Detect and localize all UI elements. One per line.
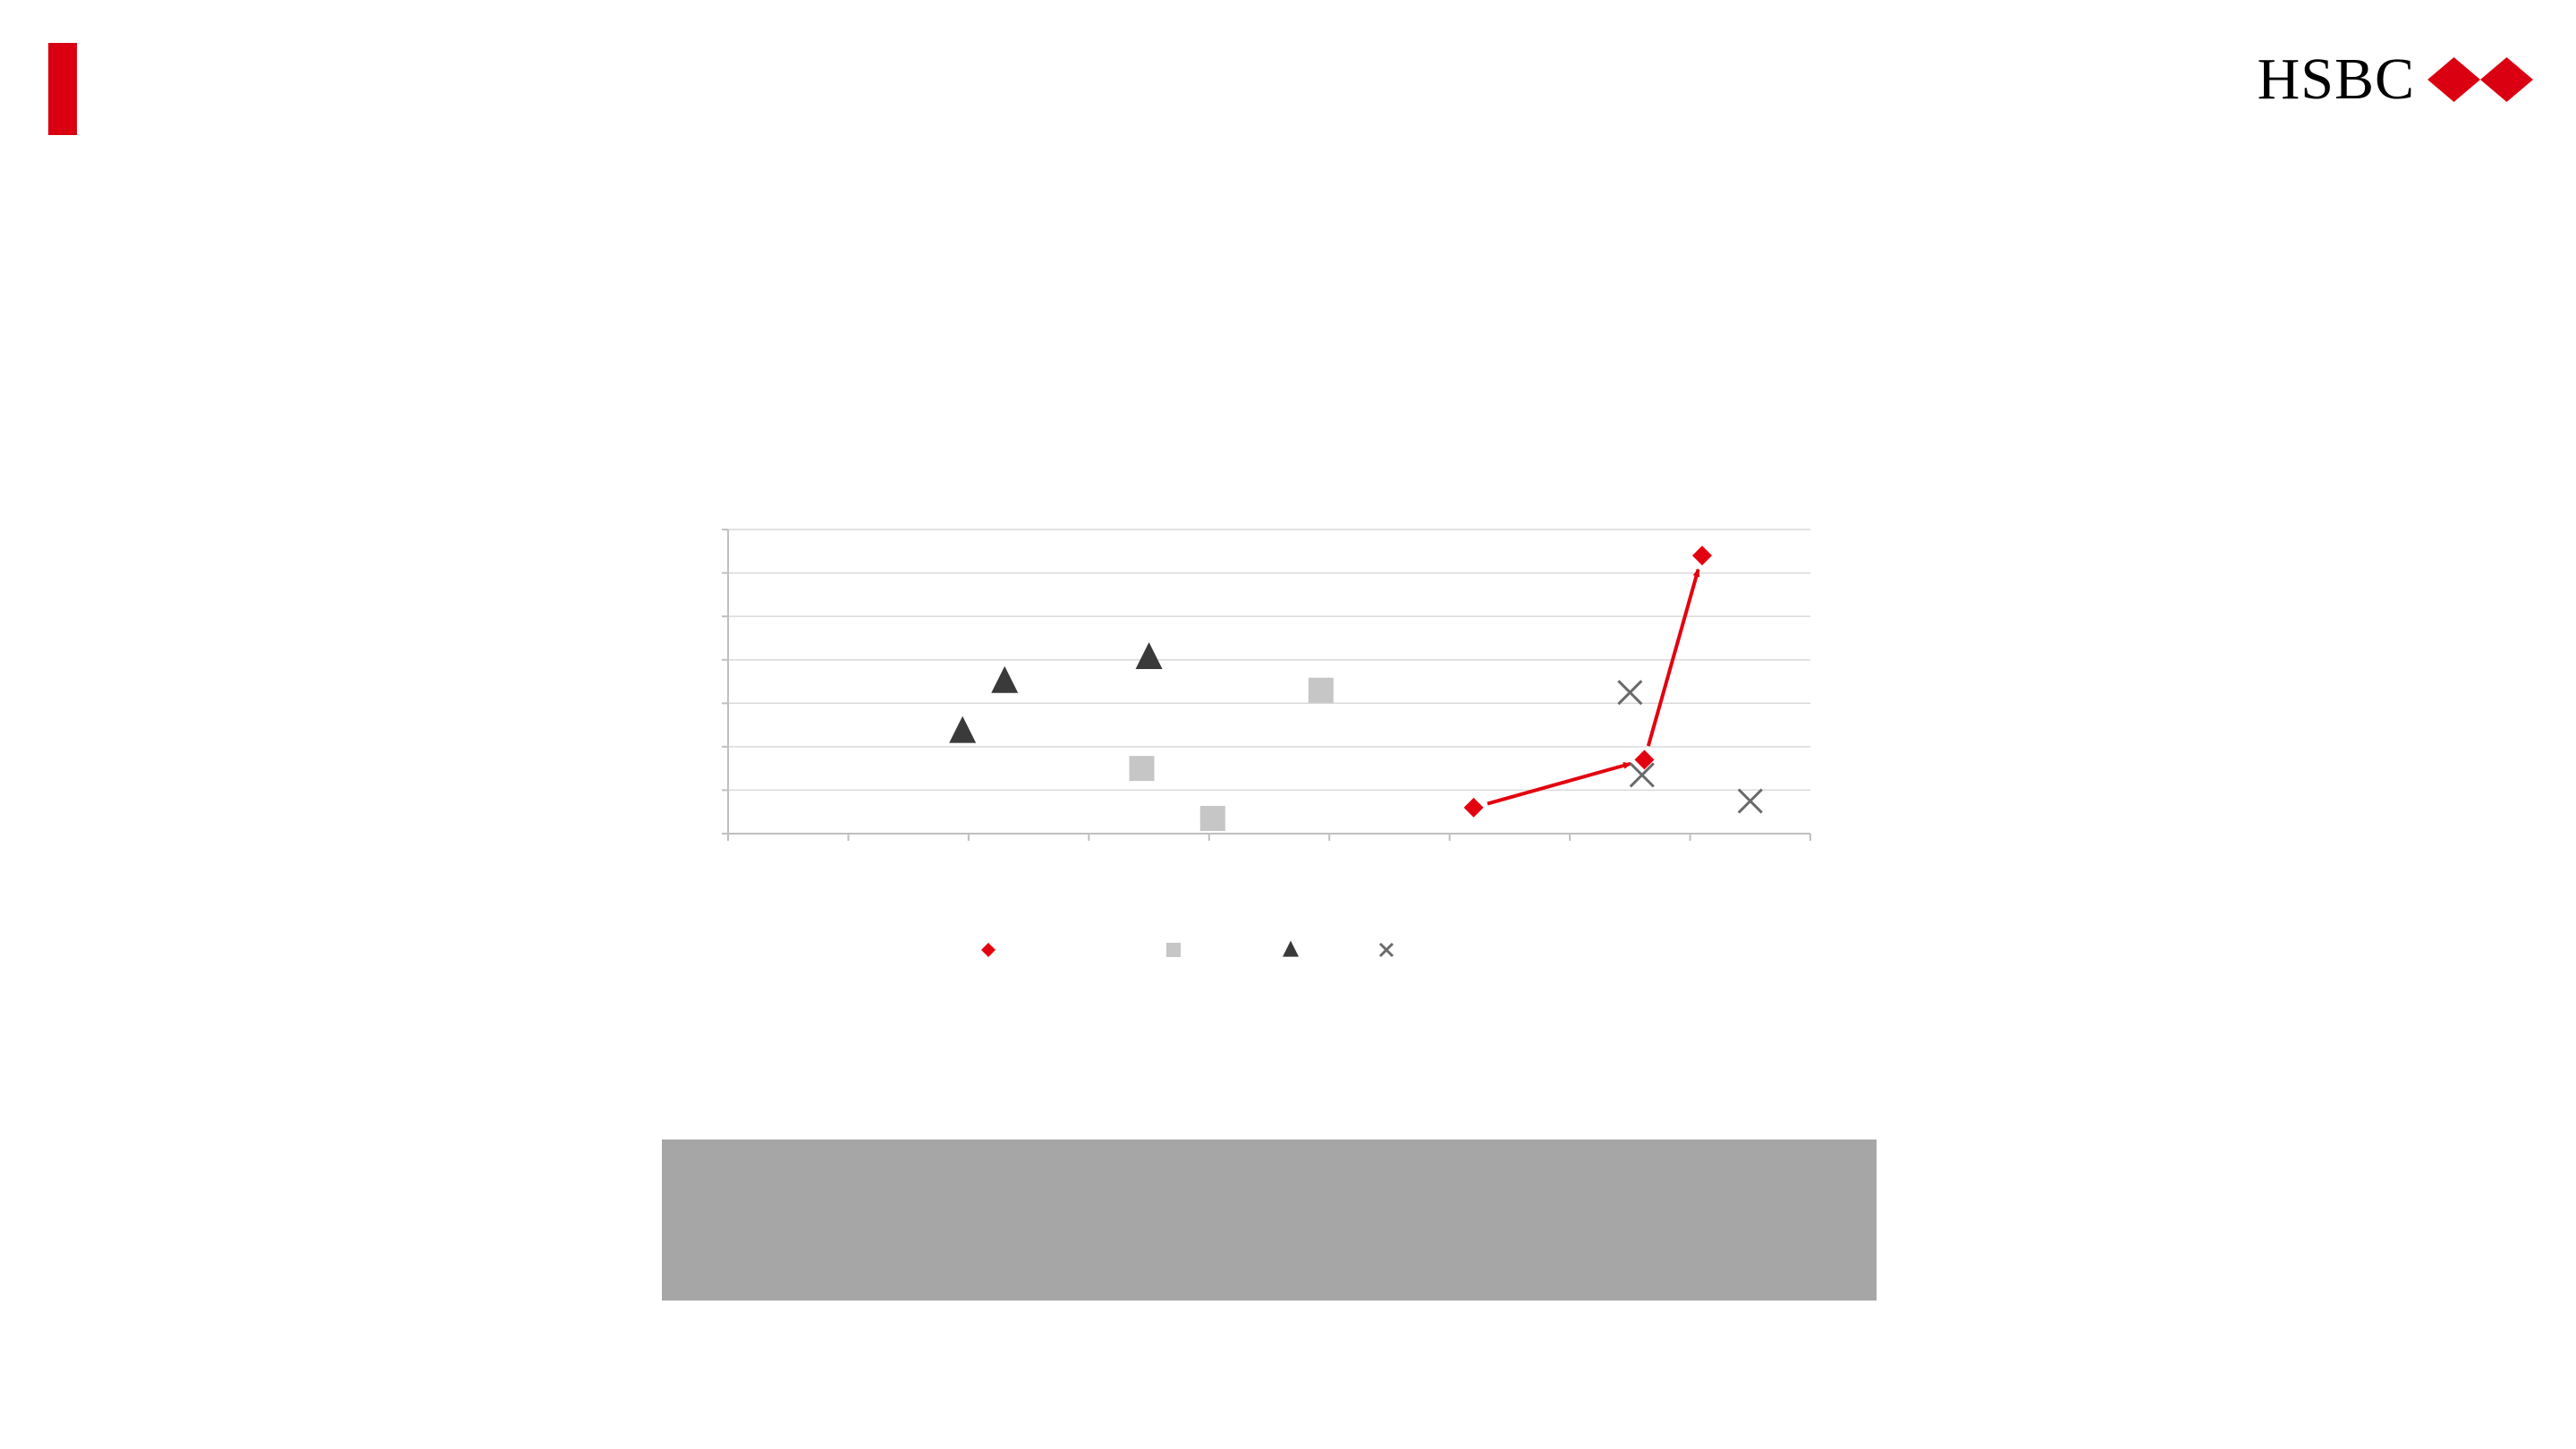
hsbc-hexagon-icon <box>2428 57 2533 102</box>
brand-wordmark: HSBC <box>2257 47 2415 112</box>
legend-marker-1 <box>1166 943 1181 957</box>
legend-marker-3 <box>1378 942 1394 958</box>
series-2-point <box>991 665 1019 693</box>
series-0-arrow <box>1646 568 1700 747</box>
scatter-chart <box>698 510 1843 975</box>
series-0-point <box>1463 797 1484 818</box>
slide-accent-bar <box>48 43 77 135</box>
series-3-point <box>1629 762 1655 788</box>
legend-marker-0 <box>981 943 996 957</box>
series-1-point <box>1308 677 1334 703</box>
series-0-point <box>1692 546 1712 566</box>
brand-logo: HSBC <box>2258 43 2533 116</box>
chart-canvas <box>722 529 1811 958</box>
series-0-point <box>1634 750 1655 770</box>
legend-marker-2 <box>1283 940 1299 957</box>
series-3-point <box>1737 788 1763 814</box>
series-1-point <box>1129 756 1155 782</box>
series-1-point <box>1199 806 1225 831</box>
note-box <box>662 1140 1877 1301</box>
series-2-point <box>1135 642 1163 670</box>
series-2-point <box>949 716 977 743</box>
series-0-arrow <box>1487 761 1632 806</box>
series-3-point <box>1617 680 1643 706</box>
